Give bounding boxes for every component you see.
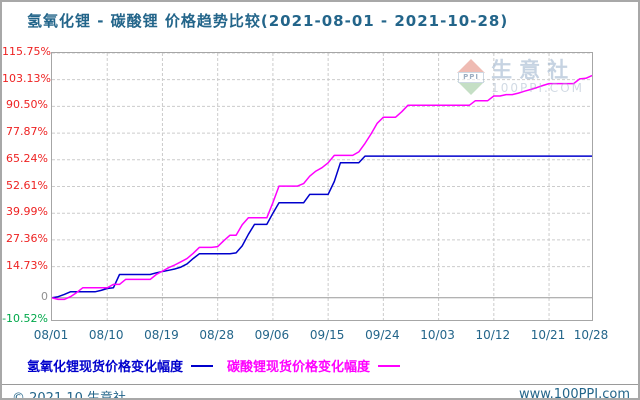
x-tick-label: 10/28 (573, 328, 609, 342)
footer-copyright: © 2021.10 生意社 (12, 391, 127, 400)
x-tick-label: 08/28 (199, 328, 234, 342)
y-tick-label: 27.36% (6, 231, 48, 245)
chart-canvas (52, 53, 592, 320)
x-tick-label: 10/03 (420, 328, 455, 342)
page-title: 氢氧化锂 - 碳酸锂 价格趋势比较(2021-08-01 - 2021-10-2… (27, 12, 509, 30)
plot-area: PPI 生意社 100PPI.COM (51, 52, 593, 321)
series-line-hydroxide (52, 155, 592, 299)
x-tick-label: 09/15 (309, 328, 345, 342)
x-tick-label: 10/21 (530, 328, 566, 342)
x-tick-label: 08/01 (33, 328, 69, 342)
x-tick-label: 09/06 (254, 328, 290, 342)
y-tick-label: -10.52% (2, 312, 48, 325)
legend-line-hydroxide (191, 364, 214, 367)
y-tick-label: 77.87% (6, 125, 48, 139)
y-tick-label: 65.24% (6, 151, 48, 165)
x-tick-label: 09/24 (365, 328, 400, 342)
x-tick-label: 10/12 (475, 328, 511, 342)
footer-divider (2, 384, 638, 385)
y-tick-label: 52.61% (6, 178, 48, 192)
legend-label-carbonate: 碳酸锂现货价格变化幅度 (227, 360, 371, 375)
footer-site-url: www.100PPI.com (518, 387, 630, 400)
legend-label-hydroxide: 氢氧化锂现货价格变化幅度 (27, 360, 184, 375)
legend-line-carbonate (378, 364, 401, 367)
legend: 氢氧化锂现货价格变化幅度 碳酸锂现货价格变化幅度 (27, 356, 414, 375)
y-tick-label: 115.75% (2, 45, 51, 58)
x-tick-label: 08/10 (88, 328, 124, 342)
x-tick-label: 08/19 (144, 328, 179, 342)
y-tick-label: 103.13% (2, 71, 51, 85)
y-tick-label: 39.99% (6, 205, 48, 219)
y-tick-label: 0 (41, 289, 48, 303)
y-tick-label: 90.50% (6, 98, 48, 112)
series-line-carbonate (52, 74, 592, 301)
y-tick-label: 14.73% (6, 258, 48, 272)
